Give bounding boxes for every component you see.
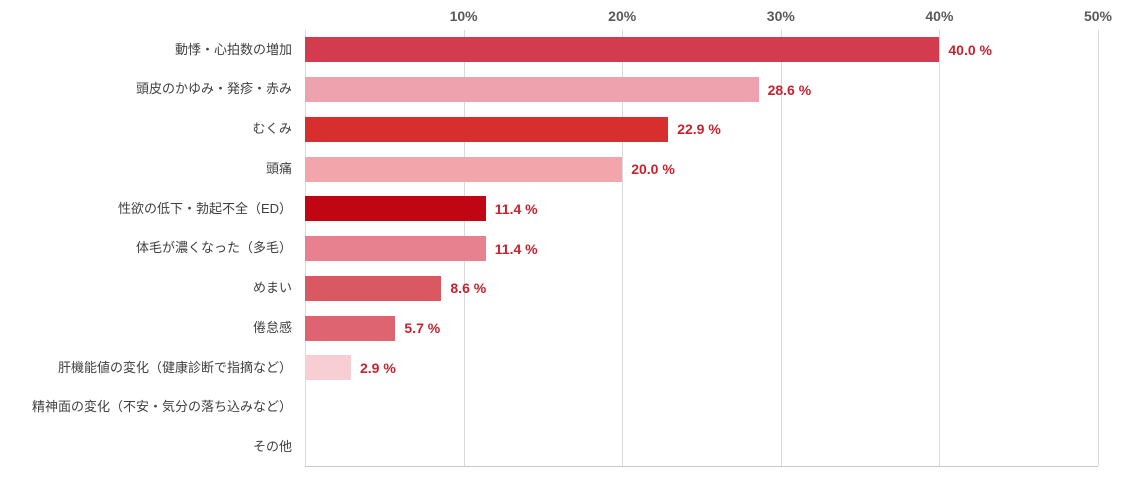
bar-cell: 20.0 % <box>305 149 1098 189</box>
gridline <box>939 30 941 466</box>
chart-rows: 動悸・心拍数の増加 40.0 % 頭皮のかゆみ・発疹・赤み 28.6 % むくみ 22.9… <box>0 30 1124 467</box>
category-label: 精神面の変化（不安・気分の落ち込みなど） <box>31 399 292 415</box>
category-label: 性欲の低下・勃起不全（ED） <box>117 200 292 216</box>
bar <box>305 355 351 381</box>
bar-cell: 11.4 % <box>305 229 1098 269</box>
bar-cell: 11.4 % <box>305 189 1098 229</box>
value-label: 11.4 % <box>494 200 538 217</box>
category-label: 体毛が濃くなった（多毛） <box>135 240 292 256</box>
chart-row: むくみ 22.9 % <box>0 109 1124 149</box>
chart-row: 頭痛 20.0 % <box>0 149 1124 189</box>
bar <box>305 315 396 341</box>
x-tick-label: 50% <box>1083 8 1113 24</box>
category-label: 動悸・心拍数の増加 <box>174 41 292 57</box>
value-label: 8.6 % <box>450 280 487 297</box>
category-label: 頭皮のかゆみ・発疹・赤み <box>135 81 292 97</box>
bar-cell: 8.6 % <box>305 268 1098 308</box>
chart-row: 頭皮のかゆみ・発疹・赤み 28.6 % <box>0 70 1124 110</box>
bar <box>305 77 759 103</box>
bar <box>305 156 623 182</box>
category-label: 頭痛 <box>265 160 292 176</box>
x-tick-label: 30% <box>766 8 795 24</box>
value-label: 20.0 % <box>631 161 675 178</box>
x-tick-label: 40% <box>925 8 954 24</box>
value-label: 11.4 % <box>494 240 538 257</box>
bar <box>305 37 940 63</box>
bar <box>305 196 486 222</box>
x-tick-label: 20% <box>608 8 637 24</box>
chart-row: 性欲の低下・勃起不全（ED） 11.4 % <box>0 189 1124 229</box>
chart-row: 動悸・心拍数の増加 40.0 % <box>0 30 1124 70</box>
bar-cell <box>305 427 1098 467</box>
gridline <box>780 30 782 466</box>
bar-cell: 5.7 % <box>305 308 1098 348</box>
bar-cell <box>305 388 1098 428</box>
chart-row: めまい 8.6 % <box>0 268 1124 308</box>
gridline <box>1098 30 1099 466</box>
bar-cell: 2.9 % <box>305 348 1098 388</box>
chart-row: 体毛が濃くなった（多毛） 11.4 % <box>0 229 1124 269</box>
x-axis: 10% 20% 30% 40% 50% <box>305 0 1112 30</box>
category-label: めまい <box>252 280 292 296</box>
chart-row: その他 <box>0 427 1124 467</box>
category-label: むくみ <box>252 121 292 137</box>
bar-cell: 28.6 % <box>305 70 1098 110</box>
value-label: 22.9 % <box>677 121 721 138</box>
chart-row: 精神面の変化（不安・気分の落ち込みなど） <box>0 388 1124 428</box>
category-label: 肝機能値の変化（健康診断で指摘など） <box>57 359 292 375</box>
category-label: その他 <box>252 439 292 455</box>
x-tick-label: 10% <box>449 8 478 24</box>
bar-cell: 22.9 % <box>305 109 1098 149</box>
gridline <box>622 30 624 466</box>
chart-row: 肝機能値の変化（健康診断で指摘など） 2.9 % <box>0 348 1124 388</box>
value-label: 40.0 % <box>948 41 992 58</box>
bar <box>305 236 486 262</box>
bar <box>305 116 669 142</box>
category-label: 倦怠感 <box>252 319 292 335</box>
value-label: 28.6 % <box>767 81 812 98</box>
bar <box>305 275 442 301</box>
value-label: 5.7 % <box>404 320 441 336</box>
chart-row: 倦怠感 5.7 % <box>0 308 1124 348</box>
bar-cell: 40.0 % <box>305 30 1098 70</box>
value-label: 2.9 % <box>359 359 396 376</box>
